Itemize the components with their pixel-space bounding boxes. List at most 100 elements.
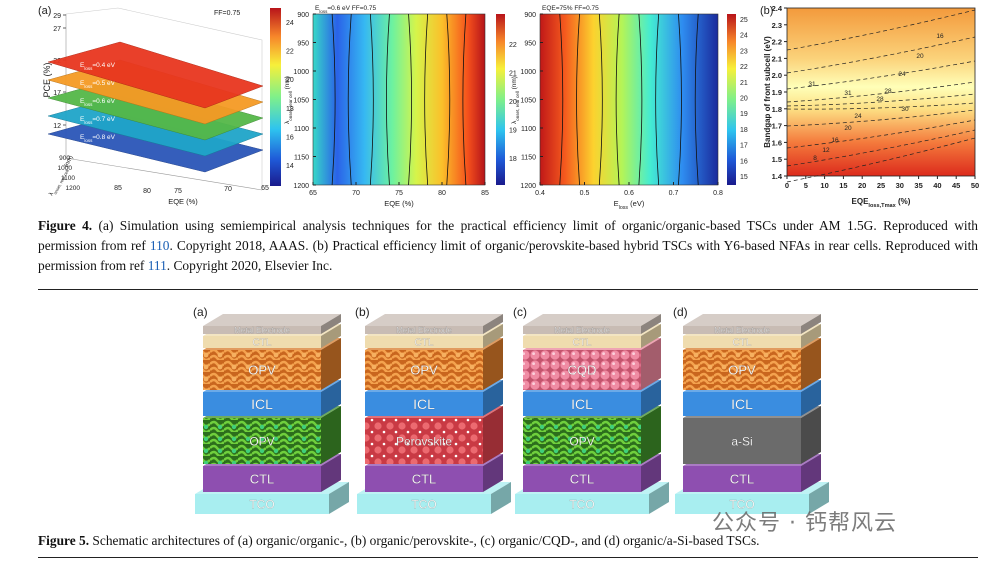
label: 1.7 <box>772 122 782 131</box>
label: 12 <box>822 147 830 154</box>
contour-line <box>347 13 352 186</box>
label: PCE (%) <box>42 62 52 97</box>
label-part: loss <box>84 138 93 143</box>
label: 70 <box>352 190 360 197</box>
label: 70 <box>224 186 232 193</box>
layer-side <box>641 314 661 334</box>
layer-side <box>809 482 829 514</box>
layer-front <box>203 350 321 390</box>
layer-front <box>523 336 641 348</box>
label: 0.7 <box>669 190 679 197</box>
contour-line <box>638 13 643 186</box>
label: 5 <box>804 181 808 190</box>
label: 1.5 <box>772 155 782 164</box>
layer-top <box>523 314 661 326</box>
label: 900 <box>297 12 309 19</box>
layer-front <box>683 336 801 348</box>
layer-label: TCO <box>249 497 274 511</box>
label: 1050 <box>293 98 309 105</box>
label: 1000 <box>58 165 73 172</box>
label-part: loss <box>619 205 629 211</box>
label-part: loss <box>84 66 93 71</box>
label: 1150 <box>294 155 309 162</box>
contour-line <box>786 93 976 107</box>
label-part: loss,Tmax <box>868 203 896 209</box>
label-part: =0.4 eV <box>92 62 115 69</box>
label: 30 <box>896 181 904 190</box>
divider <box>38 289 978 290</box>
layer-side <box>483 454 503 492</box>
layer-label: OPV <box>569 434 594 448</box>
label: λonset, rear cell (nm) <box>511 76 520 124</box>
contour-line <box>331 13 336 186</box>
label-part: E <box>80 98 85 105</box>
contour-line <box>786 119 976 149</box>
label-part: loss <box>84 102 93 107</box>
layer-front <box>365 418 483 464</box>
label-part: (%) <box>896 197 911 206</box>
label: 18 <box>286 106 294 113</box>
label: 45 <box>952 181 960 190</box>
label-part: (nm) <box>63 155 75 170</box>
label: 50 <box>971 181 979 190</box>
layer-label: TCO <box>729 497 754 511</box>
contour-line <box>462 13 467 186</box>
layer-side <box>801 406 821 464</box>
layer-front <box>683 350 801 390</box>
heatmap <box>539 13 719 186</box>
layer-front <box>523 418 641 464</box>
layer-label: CTL <box>250 472 275 487</box>
layer-label: CTL <box>573 338 592 349</box>
label: 900 <box>59 155 70 162</box>
label-part: loss <box>84 84 93 89</box>
layer-label: Metal Electrode <box>554 326 610 335</box>
layer-front <box>523 326 641 334</box>
label: FF=0.75 <box>214 10 240 17</box>
label: 65 <box>261 185 269 192</box>
label: 1000 <box>293 69 309 76</box>
contour-line <box>678 13 682 186</box>
layer-front <box>523 350 641 390</box>
layer-label: CTL <box>733 338 752 349</box>
layer-label: Metal Electrode <box>234 326 290 335</box>
label: 30 <box>901 106 909 113</box>
label-part: =0.6 eV FF=0.75 <box>327 5 376 12</box>
label: 20 <box>858 181 866 190</box>
layer-side <box>801 314 821 334</box>
label-part: onset, rear cell <box>515 91 520 121</box>
label: 2.4 <box>772 4 783 13</box>
reference-link[interactable]: 110 <box>149 238 170 253</box>
colorbar <box>496 14 505 185</box>
reference-link[interactable]: 111 <box>147 258 167 273</box>
label-part: (eV) <box>628 199 645 208</box>
label-part: E <box>80 80 85 87</box>
contour-line <box>424 13 429 186</box>
figure-4-caption: Figure 4. (a) Simulation using semiempir… <box>38 216 978 276</box>
label: 2.0 <box>772 71 782 80</box>
layer-front <box>523 392 641 416</box>
layer-label: ICL <box>413 396 435 412</box>
label: 1200 <box>520 183 536 190</box>
layer-label: OPV <box>248 363 276 378</box>
label: 20 <box>286 77 294 84</box>
watermark: 公众号 · 钙帮风云 <box>712 511 897 536</box>
layer-side <box>649 482 669 514</box>
label: EQE (%) <box>168 197 198 206</box>
label: 16 <box>936 33 944 40</box>
layer-top <box>365 314 503 326</box>
layer-label: Metal Electrode <box>396 326 452 335</box>
caption-text: . Copyright 2018, AAAS. (b) Practical ef… <box>38 238 979 273</box>
label: 80 <box>438 190 446 197</box>
label: 24 <box>740 33 748 40</box>
layer-front <box>203 466 321 492</box>
label: 22 <box>740 64 748 71</box>
layer-label: ICL <box>251 396 273 412</box>
label: 2.1 <box>772 54 782 63</box>
layer-side <box>321 338 341 390</box>
label-part: E <box>80 134 85 141</box>
contour-line <box>694 13 699 186</box>
layer-top <box>683 314 821 326</box>
label: 2.2 <box>772 38 782 47</box>
label: 18 <box>509 156 517 163</box>
